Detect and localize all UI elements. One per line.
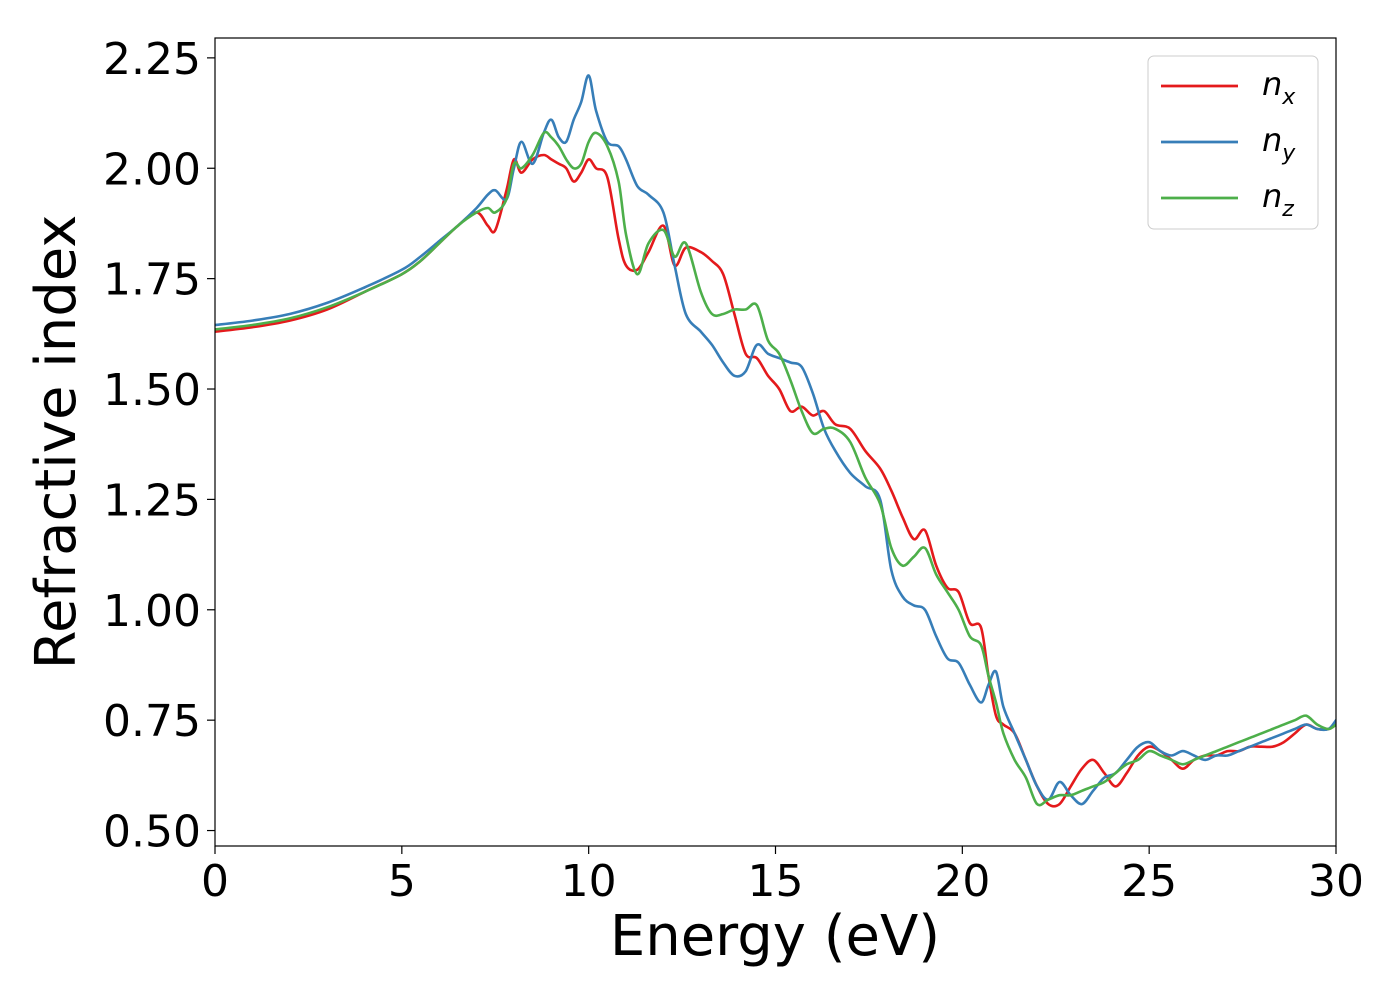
y-tick-label: 1.00 <box>103 586 201 637</box>
x-tick-label: 15 <box>748 856 804 907</box>
x-tick-label: 5 <box>388 856 416 907</box>
y-tick-label: 0.50 <box>103 807 201 858</box>
legend: nx ny nz <box>1147 55 1319 230</box>
series-line-x <box>215 153 1336 808</box>
x-tick-label: 30 <box>1308 856 1364 907</box>
y-tick-label: 2.25 <box>103 34 201 85</box>
x-tick-label: 10 <box>561 856 617 907</box>
y-axis-label: Refractive index <box>24 215 89 670</box>
x-tick-label: 0 <box>201 856 229 907</box>
series-line-z <box>215 130 1336 807</box>
x-axis-ticks: 0 5 10 15 20 25 30 <box>201 846 1364 907</box>
y-tick-label: 0.75 <box>103 696 201 747</box>
y-tick-label: 1.25 <box>103 475 201 526</box>
y-tick-label: 1.50 <box>103 365 201 416</box>
y-tick-label: 1.75 <box>103 255 201 306</box>
series-layer <box>215 74 1336 808</box>
x-tick-label: 20 <box>934 856 990 907</box>
legend-items: nx ny nz <box>1161 65 1296 222</box>
series-line-y <box>215 74 1336 806</box>
y-tick-label: 2.00 <box>103 144 201 195</box>
y-axis-ticks: 0.50 0.75 1.00 1.25 1.50 1.75 2.00 2.25 <box>103 34 215 858</box>
x-axis-label: Energy (eV) <box>610 904 940 969</box>
legend-label-x: nx <box>1262 65 1296 110</box>
legend-label-z: nz <box>1262 177 1294 222</box>
x-tick-label: 25 <box>1121 856 1177 907</box>
legend-label-y: ny <box>1262 121 1296 166</box>
